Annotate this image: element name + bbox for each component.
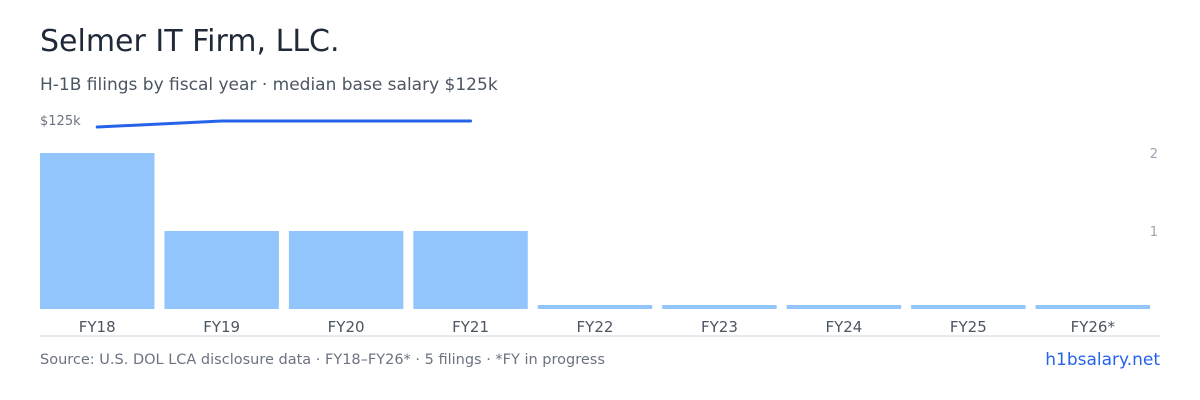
- x-tick-label: FY23: [701, 318, 738, 336]
- brand-link[interactable]: h1bsalary.net: [1045, 350, 1160, 370]
- bar-fy25: [911, 305, 1026, 309]
- x-tick-label: FY19: [203, 318, 240, 336]
- bar-fy23: [662, 305, 777, 309]
- x-tick-label: FY22: [577, 318, 614, 336]
- salary-line: [95, 119, 473, 129]
- bar-fy26-partial: [1035, 305, 1150, 309]
- bar-fy18: [40, 153, 155, 309]
- bar-fy21: [413, 231, 528, 309]
- source-note: Source: U.S. DOL LCA disclosure data · F…: [40, 352, 605, 368]
- x-tick-label: FY24: [825, 318, 862, 336]
- bar-fy24: [786, 305, 902, 309]
- page-subtitle: H-1B filings by fiscal year · median bas…: [40, 75, 498, 95]
- x-tick-label: FY18: [79, 318, 116, 336]
- x-tick-labels: FY18 FY19 FY20 FY21 FY22 FY23 FY24 FY25 FY26*: [79, 318, 1116, 336]
- bars-group: [40, 153, 1150, 309]
- right-axis-tick: 2: [1150, 147, 1158, 162]
- bar-fy19: [164, 231, 279, 309]
- salary-label: $125k: [40, 114, 81, 129]
- x-tick-label: FY21: [452, 318, 489, 336]
- page-title: Selmer IT Firm, LLC.: [40, 24, 340, 59]
- x-tick-label: FY26*: [1071, 318, 1116, 336]
- right-axis-tick-labels: 21: [1150, 147, 1158, 240]
- x-tick-label: FY20: [328, 318, 365, 336]
- right-axis-tick: 1: [1150, 225, 1158, 240]
- bar-fy22: [537, 305, 653, 309]
- x-tick-label: FY25: [950, 318, 987, 336]
- bar-fy20: [288, 231, 404, 309]
